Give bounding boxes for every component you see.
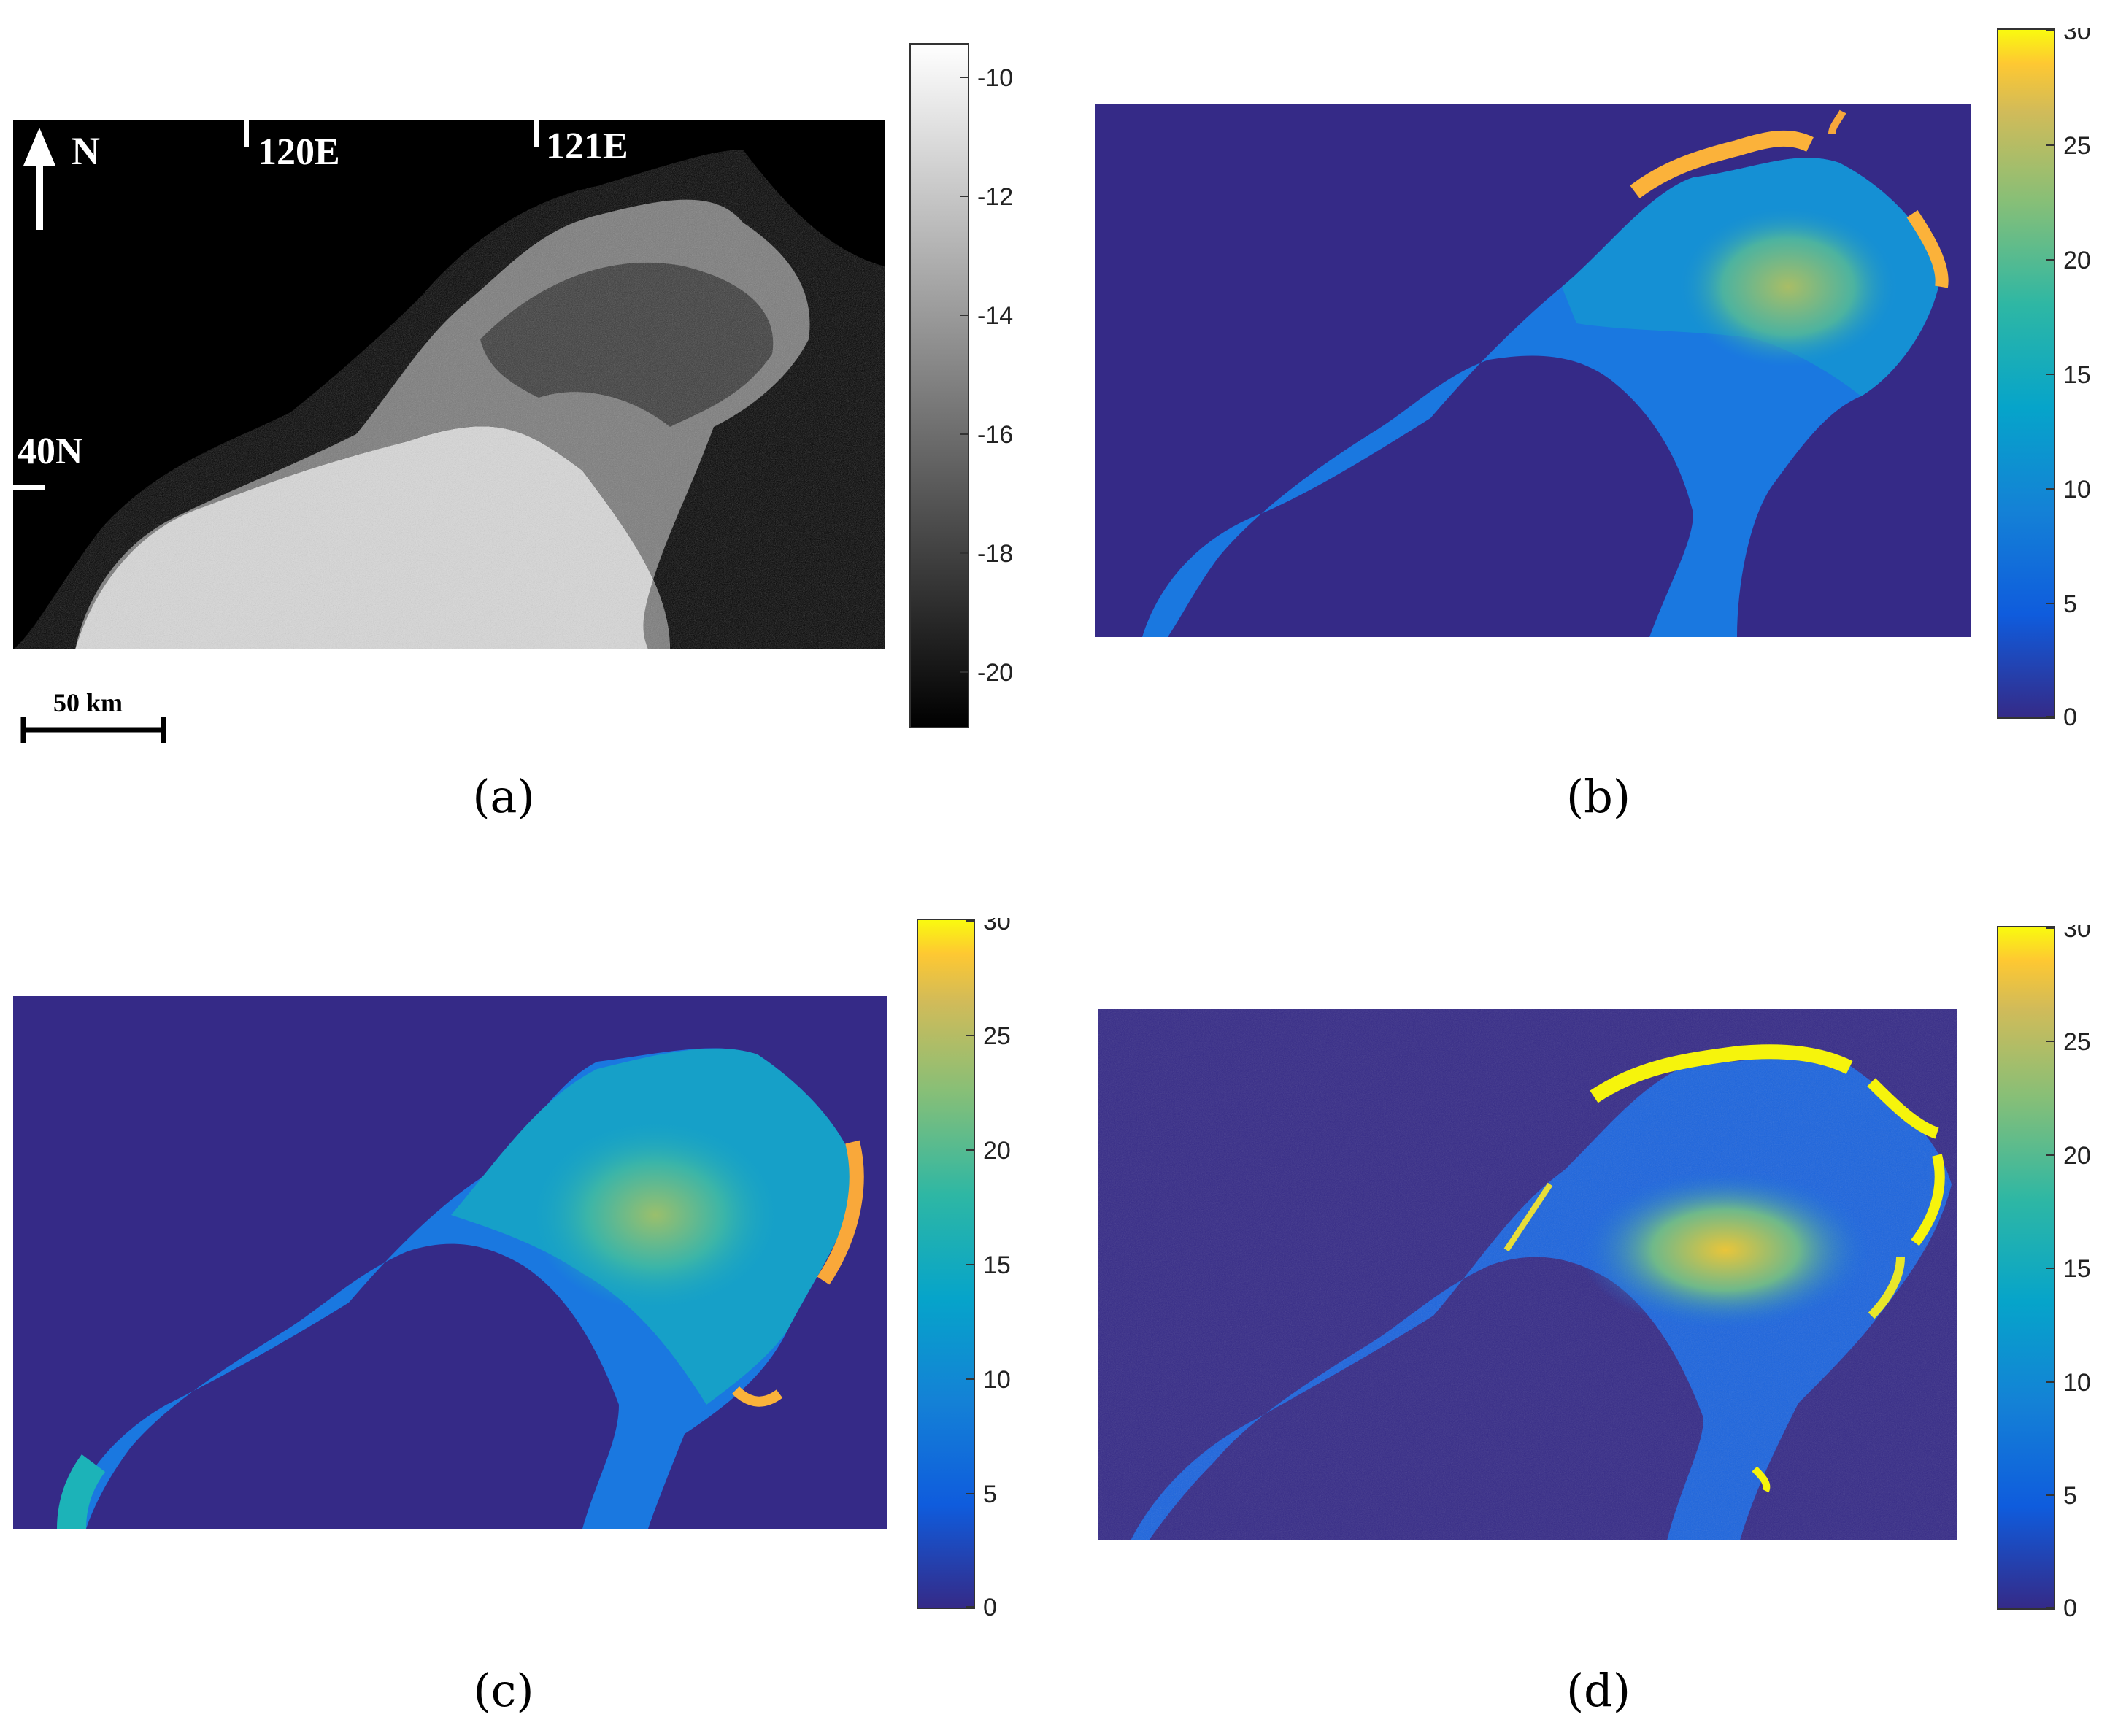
colorbar-a: -10 -12 -14 -16 -18 -20 [909, 43, 1013, 728]
colorbar-b: 30 25 20 15 10 5 0 [1997, 28, 2091, 728]
colorbar-a-tick: -14 [977, 302, 1013, 330]
colorbar-d-tick: 10 [2063, 1369, 2091, 1397]
colorbar-a-tick: -18 [977, 540, 1013, 568]
colorbar-d: 30 25 20 15 10 5 0 [1997, 925, 2091, 1622]
colorbar-b-tick: 25 [2063, 132, 2091, 160]
colorbar-c-tick: 15 [983, 1251, 1011, 1279]
colorbar-b-tick: 10 [2063, 476, 2091, 504]
map-panel-d [1098, 1009, 1957, 1540]
lon-label-120e: 120E [258, 131, 340, 173]
scale-bar: 50 km [20, 688, 166, 743]
colorbar-c-tick: 20 [983, 1137, 1011, 1165]
colorbar-c: 30 25 20 15 10 5 0 [917, 918, 1011, 1619]
lon-tick-121e [534, 120, 539, 147]
colorbar-d-tick: 5 [2063, 1482, 2077, 1510]
colorbar-c-tick: 25 [983, 1022, 1011, 1050]
map-panel-b [1095, 104, 1971, 637]
scale-bar-label: 50 km [53, 688, 123, 717]
colorbar-a-tick: -20 [977, 659, 1013, 687]
lon-tick-120e [244, 120, 249, 147]
lat-label-40n: 40N [18, 431, 83, 472]
colorbar-b-tick: 5 [2063, 590, 2077, 618]
caption-b: (b) [1566, 770, 1631, 823]
colorbar-c-tick: 5 [983, 1481, 997, 1508]
north-label: N [72, 129, 100, 173]
caption-d: (d) [1566, 1664, 1631, 1717]
caption-c: (c) [473, 1664, 534, 1717]
colorbar-b-tick: 15 [2063, 361, 2091, 389]
colorbar-b-tick: 30 [2063, 28, 2091, 45]
colorbar-c-tick: 30 [983, 918, 1011, 935]
colorbar-c-tick: 0 [983, 1594, 997, 1619]
colorbar-a-tick: -10 [977, 64, 1013, 92]
sar-image-panel-a: N 120E 121E 40N [13, 120, 885, 649]
colorbar-d-tick: 25 [2063, 1028, 2091, 1056]
colorbar-b-tick: 20 [2063, 247, 2091, 274]
colorbar-a-ticks: -10 -12 -14 -16 -18 -20 [960, 64, 1013, 687]
map-panel-c [13, 996, 887, 1529]
caption-a: (a) [472, 770, 535, 823]
north-arrow-head [23, 128, 55, 166]
lat-tick-40n [13, 485, 45, 490]
colorbar-d-tick: 0 [2063, 1594, 2077, 1622]
colorbar-c-tick: 10 [983, 1366, 1011, 1394]
colorbar-d-tick: 20 [2063, 1142, 2091, 1170]
colorbar-a-tick: -12 [977, 183, 1013, 211]
lon-label-121e: 121E [546, 126, 628, 167]
colorbar-d-tick: 15 [2063, 1255, 2091, 1283]
colorbar-a-tick: -16 [977, 421, 1013, 449]
colorbar-b-tick: 0 [2063, 703, 2077, 728]
colorbar-d-tick: 30 [2063, 925, 2091, 943]
